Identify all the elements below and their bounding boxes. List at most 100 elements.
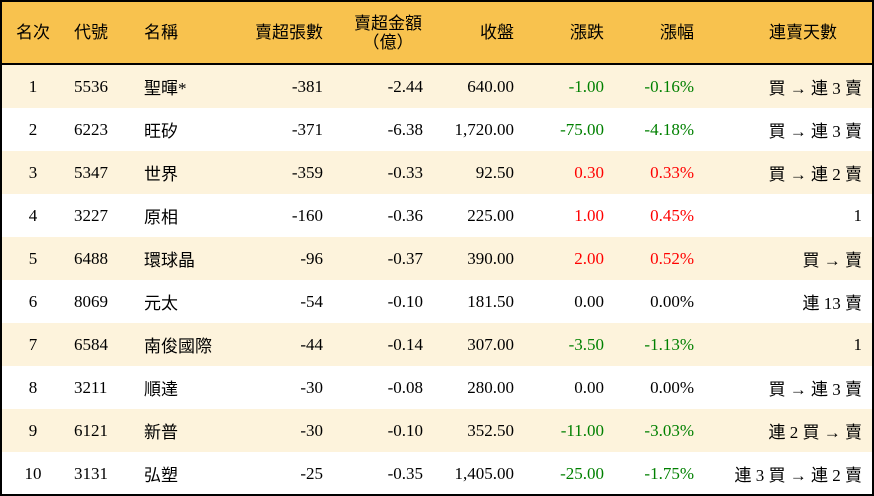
cell-code: 6121 bbox=[64, 409, 136, 452]
cell-pct: -4.18% bbox=[644, 119, 694, 139]
header-change-pct: 漲幅 bbox=[604, 2, 694, 65]
cell-streak: 買 → 賣 bbox=[694, 237, 872, 280]
cell-name: 原相 bbox=[144, 208, 178, 227]
cell-streak: 連 3 買 → 連 2 賣 bbox=[734, 466, 863, 485]
cell-close: 390.00 bbox=[423, 237, 514, 280]
cell-close: 181.50 bbox=[467, 291, 514, 311]
cell-close: 352.50 bbox=[423, 409, 514, 452]
cell-pct: 0.00% bbox=[650, 377, 694, 397]
cell-amount: -0.10 bbox=[387, 291, 423, 311]
header-row: 名次 代號 名稱 賣超張數 賣超金額 （億） 收盤 漲跌 漲幅 連賣天數 bbox=[2, 2, 872, 65]
cell-streak: 買 → 連 3 賣 bbox=[768, 380, 863, 399]
cell-change: -75.00 bbox=[560, 119, 604, 139]
header-sell-amount-label: 賣超金額 bbox=[354, 13, 422, 33]
cell-code: 3211 bbox=[74, 377, 108, 397]
cell-code: 5347 bbox=[64, 151, 136, 194]
cell-pct: 0.45% bbox=[650, 205, 694, 225]
table-row: 6 8069 元太 -54 -0.10 181.50 0.00 0.00% 連 13 賣 bbox=[2, 280, 872, 323]
cell-amount: -6.38 bbox=[387, 119, 423, 139]
cell-close: 225.00 bbox=[467, 205, 514, 225]
cell-pct: 0.00% bbox=[650, 291, 694, 311]
header-change: 漲跌 bbox=[514, 2, 604, 65]
cell-shares: -25 bbox=[300, 463, 323, 483]
table-row: 9 6121 新普 -30 -0.10 352.50 -11.00 -3.03% 連 2 買 →… bbox=[2, 409, 872, 452]
header-code: 代號 bbox=[64, 2, 136, 65]
cell-change: -11.00 bbox=[514, 409, 604, 452]
cell-name: 新普 bbox=[136, 409, 236, 452]
cell-shares: -371 bbox=[291, 119, 323, 139]
cell-code: 3227 bbox=[74, 205, 108, 225]
cell-code: 8069 bbox=[74, 291, 108, 311]
cell-amount: -2.44 bbox=[323, 64, 423, 108]
cell-code: 6584 bbox=[64, 323, 136, 366]
cell-pct: -0.16% bbox=[604, 64, 694, 108]
cell-shares: -96 bbox=[236, 237, 323, 280]
cell-streak: 1 bbox=[853, 205, 863, 225]
cell-name: 弘塑 bbox=[144, 466, 178, 485]
cell-name: 環球晶 bbox=[136, 237, 236, 280]
cell-change: -25.00 bbox=[560, 463, 604, 483]
cell-change: 2.00 bbox=[514, 237, 604, 280]
table-row: 10 3131 弘塑 -25 -0.35 1,405.00 -25.00 -1.75% 連 3 … bbox=[2, 452, 872, 495]
cell-amount: -0.37 bbox=[323, 237, 423, 280]
cell-amount: -0.14 bbox=[323, 323, 423, 366]
cell-amount: -0.36 bbox=[387, 205, 423, 225]
cell-name: 世界 bbox=[136, 151, 236, 194]
cell-close: 92.50 bbox=[423, 151, 514, 194]
cell-rank: 8 bbox=[28, 377, 38, 397]
cell-rank: 2 bbox=[28, 119, 38, 139]
table-row: 4 3227 原相 -160 -0.36 225.00 1.00 0.45% 1 bbox=[2, 194, 872, 237]
cell-change: -3.50 bbox=[514, 323, 604, 366]
cell-name: 順達 bbox=[144, 380, 178, 399]
header-name: 名稱 bbox=[136, 2, 236, 65]
cell-code: 5536 bbox=[64, 64, 136, 108]
cell-shares: -359 bbox=[236, 151, 323, 194]
cell-rank: 4 bbox=[28, 205, 38, 225]
header-close: 收盤 bbox=[423, 2, 514, 65]
cell-rank: 3 bbox=[2, 151, 64, 194]
cell-rank: 10 bbox=[24, 463, 42, 483]
cell-rank: 5 bbox=[2, 237, 64, 280]
cell-name: 元太 bbox=[144, 294, 178, 313]
cell-pct: -1.75% bbox=[644, 463, 694, 483]
cell-rank: 1 bbox=[2, 64, 64, 108]
table-row: 7 6584 南俊國際 -44 -0.14 307.00 -3.50 -1.13% 1 bbox=[2, 323, 872, 366]
cell-streak: 買 → 連 3 賣 bbox=[768, 122, 863, 141]
cell-shares: -44 bbox=[236, 323, 323, 366]
table-row: 5 6488 環球晶 -96 -0.37 390.00 2.00 0.52% 買 → 賣 bbox=[2, 237, 872, 280]
cell-shares: -30 bbox=[236, 409, 323, 452]
table-row: 2 6223 旺矽 -371 -6.38 1,720.00 -75.00 -4.18% 買 → … bbox=[2, 108, 872, 151]
header-sell-amount-unit: （億） bbox=[362, 32, 414, 52]
cell-name: 旺矽 bbox=[144, 122, 178, 141]
cell-change: 0.00 bbox=[574, 291, 604, 311]
cell-pct: 0.52% bbox=[604, 237, 694, 280]
header-sell-shares: 賣超張數 bbox=[236, 2, 323, 65]
cell-amount: -0.33 bbox=[323, 151, 423, 194]
cell-name: 南俊國際 bbox=[136, 323, 236, 366]
cell-close: 1,720.00 bbox=[454, 119, 515, 139]
header-rank: 名次 bbox=[2, 2, 64, 65]
cell-code: 6223 bbox=[74, 119, 108, 139]
cell-pct: 0.33% bbox=[604, 151, 694, 194]
cell-rank: 9 bbox=[2, 409, 64, 452]
cell-pct: -1.13% bbox=[604, 323, 694, 366]
cell-code: 6488 bbox=[64, 237, 136, 280]
cell-amount: -0.35 bbox=[387, 463, 423, 483]
cell-name: 聖暉* bbox=[136, 64, 236, 108]
table-row: 1 5536 聖暉* -381 -2.44 640.00 -1.00 -0.16% 買 → 連 … bbox=[2, 64, 872, 108]
cell-close: 307.00 bbox=[423, 323, 514, 366]
cell-streak: 買 → 連 2 賣 bbox=[694, 151, 872, 194]
cell-close: 640.00 bbox=[423, 64, 514, 108]
header-sell-amount: 賣超金額 （億） bbox=[323, 2, 423, 65]
cell-close: 1,405.00 bbox=[454, 463, 515, 483]
cell-shares: -30 bbox=[300, 377, 323, 397]
cell-rank: 7 bbox=[2, 323, 64, 366]
table-row: 3 5347 世界 -359 -0.33 92.50 0.30 0.33% 買 → 連 2 賣 bbox=[2, 151, 872, 194]
cell-rank: 6 bbox=[28, 291, 38, 311]
cell-streak: 買 → 連 3 賣 bbox=[694, 64, 872, 108]
cell-streak: 連 2 買 → 賣 bbox=[694, 409, 872, 452]
cell-amount: -0.10 bbox=[323, 409, 423, 452]
cell-shares: -54 bbox=[300, 291, 323, 311]
